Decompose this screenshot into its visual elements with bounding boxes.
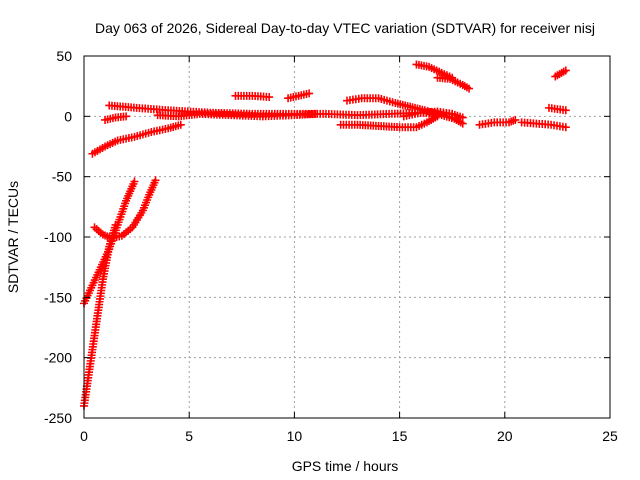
data-point [458,119,467,128]
series-8 [231,91,274,102]
y-tick-label: -200 [44,350,72,366]
series-14 [433,73,474,93]
data-point [561,66,570,75]
x-tick-label: 20 [497,428,513,444]
y-tick-label: 0 [64,108,72,124]
axis-ticks: 0 5 10 15 20 25 -250 -200 -150 -100 -50 0 50 [44,48,618,444]
y-tick-label: -100 [44,229,72,245]
x-tick-label: 25 [602,428,618,444]
data-point [465,84,474,93]
data-point [176,120,185,129]
x-axis-label: GPS time / hours [292,458,399,474]
x-tick-label: 5 [185,428,193,444]
data-point [448,109,457,118]
y-tick-label: -150 [44,289,72,305]
y-tick-label: -50 [52,169,72,185]
data-point [561,106,570,115]
data-point [265,93,274,102]
y-tick-label: -250 [44,410,72,426]
chart-title: Day 063 of 2026, Sidereal Day-to-day VTE… [95,20,595,36]
data-point [511,115,520,124]
data-point [130,177,139,186]
x-tick-label: 10 [287,428,303,444]
series-16 [517,118,570,132]
y-tick-label: 50 [56,48,72,64]
series-9 [284,89,314,103]
series-15 [475,115,520,129]
series-5 [101,112,131,124]
x-tick-label: 0 [80,428,88,444]
series-4 [88,120,185,158]
series-17 [544,103,570,115]
series-7 [153,109,320,121]
series-10 [343,94,467,128]
series-18 [551,66,570,81]
series-1 [80,220,120,410]
x-tick-label: 15 [392,428,408,444]
data-point [311,109,320,118]
series-11 [336,112,442,132]
data-point [561,123,570,132]
data-point [151,176,160,185]
y-axis-label: SDTVAR / TECUs [5,181,21,293]
data-point [122,112,131,121]
series-12 [399,107,457,121]
series-3 [90,176,160,243]
data-point [305,89,314,98]
